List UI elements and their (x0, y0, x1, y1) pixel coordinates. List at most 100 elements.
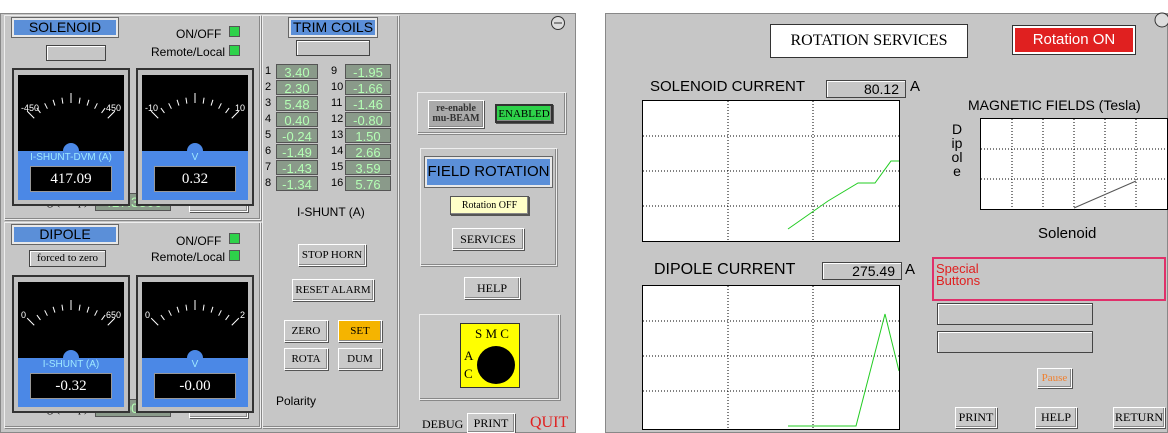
coil-number: 5 (265, 129, 272, 141)
dipole-title: DIPOLE (12, 225, 118, 244)
coil-value[interactable]: 5.76 (345, 176, 391, 192)
meter-label: V (191, 359, 199, 370)
scale-tick (78, 304, 81, 311)
coil-value[interactable]: 5.48 (276, 96, 318, 112)
scale-tick (210, 99, 214, 106)
coil-number: 7 (265, 161, 272, 173)
scale-tick (168, 103, 172, 109)
print-button[interactable]: PRINT (955, 407, 997, 428)
rotation-status: Rotation ON (1013, 26, 1135, 54)
dum-button[interactable]: DUM (338, 348, 382, 370)
scale-tick (150, 317, 159, 326)
scale-tick (202, 304, 205, 311)
coil-value[interactable]: -1.43 (276, 160, 318, 176)
dipole-current-value: 275.49 (822, 262, 902, 280)
debug-label[interactable]: DEBUG (422, 417, 464, 431)
print-button[interactable]: PRINT (467, 413, 515, 433)
coil-value[interactable]: -0.80 (345, 112, 391, 128)
special-slot[interactable] (937, 303, 1093, 325)
dipole-plot (642, 285, 900, 430)
scale-tick (231, 110, 240, 119)
remote-indicator (229, 250, 240, 261)
coil-number: 10 (331, 81, 344, 93)
meter: 0 650 I-SHUNT (A) -0.32 (12, 275, 130, 413)
unit: A (910, 78, 921, 95)
reenable-button[interactable]: re-enable mu-BEAM (428, 100, 484, 128)
trim-status-box (296, 40, 370, 56)
coil-value[interactable]: -1.46 (345, 96, 391, 112)
meter-label: I-SHUNT-DVM (A) (30, 152, 112, 163)
minimize-icon[interactable] (550, 15, 566, 31)
coil-number: 13 (331, 129, 344, 141)
rota-button[interactable]: ROTA (284, 348, 328, 370)
meter-min: -450 (21, 103, 40, 113)
meter-scale (150, 93, 240, 151)
pause-button[interactable]: Pause (1037, 368, 1072, 388)
trim-group (262, 15, 399, 428)
reset-alarm-button[interactable]: RESET ALARM (292, 279, 374, 301)
close-icon[interactable] (1152, 8, 1168, 28)
needle-hub (63, 350, 79, 358)
scale-tick (185, 97, 188, 104)
solenoid-current-value: 80.12 (826, 80, 906, 98)
stop-horn-button[interactable]: STOP HORN (298, 244, 366, 266)
meter-panel: V -0.00 (142, 358, 248, 407)
logo-text: C (464, 366, 473, 381)
coil-value[interactable]: -1.95 (345, 64, 391, 80)
scale-tick (160, 107, 165, 114)
scale-tick (94, 103, 98, 109)
dipole-current-label: DIPOLE CURRENT (654, 261, 796, 278)
remote-indicator (229, 45, 240, 56)
coil-value[interactable]: 0.40 (276, 112, 318, 128)
unit: A (905, 261, 916, 278)
enable-group (417, 92, 566, 134)
scale-tick (101, 314, 106, 321)
help-button[interactable]: HELP (464, 277, 520, 299)
scale-tick (107, 317, 116, 326)
zero-button[interactable]: ZERO (284, 320, 328, 342)
meter-dial: 0 650 (18, 282, 124, 358)
scale-tick (94, 310, 98, 316)
solenoid-plot (642, 100, 900, 242)
field-rotation-title: FIELD ROTATION (425, 157, 552, 187)
scale-tick (61, 97, 64, 104)
set-button[interactable]: SET (338, 320, 382, 342)
coil-value[interactable]: -1.49 (276, 144, 318, 160)
fields-title: MAGNETIC FIELDS (Tesla) (968, 97, 1141, 113)
scale-tick (52, 306, 56, 313)
special-slot[interactable] (937, 331, 1093, 353)
coil-number: 1 (265, 65, 272, 77)
meter: 0 2 V -0.00 (136, 275, 254, 413)
coil-value[interactable]: 3.40 (276, 64, 318, 80)
coil-value[interactable]: 3.59 (345, 160, 391, 176)
help-button[interactable]: HELP (1035, 407, 1077, 428)
scale-tick (150, 110, 159, 119)
meter-value: 417.09 (30, 166, 112, 192)
enabled-indicator: ENABLED (495, 104, 553, 123)
coil-number: 9 (331, 65, 338, 77)
quit-button[interactable]: QUIT (530, 414, 569, 431)
coil-value[interactable]: -1.34 (276, 176, 318, 192)
fields-y-label: Dipole (951, 121, 963, 179)
coil-value[interactable]: -0.24 (276, 128, 318, 144)
meter-min: 0 (145, 310, 151, 320)
logo: S M C A C (460, 323, 520, 388)
scale-tick (218, 310, 222, 316)
coil-value[interactable]: 2.66 (345, 144, 391, 160)
coil-number: 3 (265, 97, 272, 109)
coil-value[interactable]: 2.30 (276, 80, 318, 96)
return-button[interactable]: RETURN (1113, 407, 1165, 428)
scale-tick (225, 314, 230, 321)
coil-number: 11 (331, 97, 343, 109)
needle-hub (63, 143, 79, 151)
meter-panel: I-SHUNT-DVM (A) 417.09 (18, 151, 124, 200)
coil-value[interactable]: -1.66 (345, 80, 391, 96)
meter-dial: -10 10 (142, 75, 248, 151)
scale-tick (185, 304, 188, 311)
solenoid-current-label: SOLENOID CURRENT (650, 78, 806, 95)
scale-tick (36, 314, 41, 321)
onoff-label: ON/OFF (176, 27, 222, 41)
services-button[interactable]: SERVICES (452, 228, 524, 250)
coil-value[interactable]: 1.50 (345, 128, 391, 144)
